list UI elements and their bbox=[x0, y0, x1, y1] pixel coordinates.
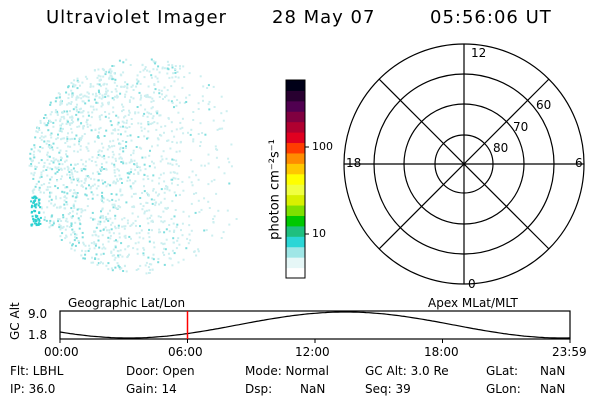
colorbar-segment bbox=[286, 205, 305, 216]
timeline-frame bbox=[59, 310, 571, 340]
dsp-label: Dsp: bbox=[245, 382, 273, 396]
colorbar-segment bbox=[286, 246, 305, 258]
uv-earth-image bbox=[28, 58, 238, 275]
glon-label: GLon: bbox=[486, 382, 521, 396]
colorbar-tick-100: 100 bbox=[312, 140, 333, 153]
gc-alt-axis-title: GC Alt bbox=[8, 302, 22, 340]
dsp-value: NaN bbox=[300, 382, 326, 396]
mlt-label-6: 6 bbox=[575, 156, 583, 170]
glat-label: GLat: bbox=[486, 364, 519, 378]
instrument-title: Ultraviolet Imager bbox=[46, 7, 227, 28]
mlt-label-12: 12 bbox=[471, 46, 487, 60]
mlt-label-18: 18 bbox=[346, 156, 362, 170]
glat-value: NaN bbox=[540, 364, 566, 378]
x-tick-label: 06:00 bbox=[168, 345, 203, 359]
glon-value: NaN bbox=[540, 382, 566, 396]
colorbar-segment bbox=[286, 194, 305, 206]
colorbar-segment bbox=[286, 215, 305, 227]
date-label: 28 May 07 bbox=[272, 7, 376, 28]
polar-grid bbox=[343, 43, 585, 285]
colorbar-frame bbox=[285, 79, 306, 279]
mlat-label-70: 70 bbox=[513, 120, 529, 134]
colorbar-segment bbox=[286, 111, 305, 123]
ip-info: IP: 36.0 bbox=[10, 382, 56, 396]
x-tick-label: 18:00 bbox=[424, 345, 459, 359]
mlat-label-60: 60 bbox=[536, 98, 552, 112]
apex-label: Apex MLat/MLT bbox=[428, 296, 518, 310]
colorbar-segment bbox=[286, 236, 305, 248]
mlat-label-80: 80 bbox=[493, 141, 509, 155]
colorbar-segment bbox=[286, 100, 305, 112]
polar-diagonal-2 bbox=[378, 78, 550, 250]
colorbar-segment bbox=[286, 173, 305, 185]
seq-info: Seq: 39 bbox=[365, 382, 411, 396]
colorbar-segment bbox=[286, 132, 305, 144]
mlt-label-0: 0 bbox=[468, 277, 476, 291]
x-tick-label: 23:59 bbox=[552, 345, 587, 359]
x-tick-label: 12:00 bbox=[295, 345, 330, 359]
colorbar-segment bbox=[286, 163, 305, 175]
colorbar-segment bbox=[286, 225, 305, 237]
flt-info: Flt: LBHL bbox=[10, 364, 64, 378]
x-tick-label: 00:00 bbox=[44, 345, 79, 359]
colorbar-segment bbox=[286, 184, 305, 196]
geographic-label: Geographic Lat/Lon bbox=[68, 296, 186, 310]
colorbar-segment bbox=[286, 90, 305, 102]
altitude-curve bbox=[59, 311, 571, 339]
y-max-label: 9.0 bbox=[28, 307, 48, 321]
time-label: 05:56:06 UT bbox=[430, 7, 552, 28]
colorbar-segment bbox=[286, 257, 305, 269]
colorbar-segment bbox=[286, 142, 305, 154]
colorbar-segment bbox=[286, 80, 305, 91]
colorbar-unit-label: photon cm⁻²s⁻¹ bbox=[267, 139, 283, 240]
mode-info: Mode: Normal bbox=[245, 364, 329, 378]
colorbar-segment bbox=[286, 121, 305, 133]
colorbar-segment bbox=[286, 152, 305, 164]
color-scale-bar bbox=[285, 79, 306, 279]
altitude-timeline bbox=[59, 310, 571, 343]
colorbar-segment bbox=[286, 267, 305, 279]
colorbar-tick-10: 10 bbox=[312, 227, 326, 240]
door-info: Door: Open bbox=[126, 364, 195, 378]
gain-info: Gain: 14 bbox=[126, 382, 177, 396]
gc-alt-info: GC Alt: 3.0 Re bbox=[365, 364, 449, 378]
y-min-label: 1.8 bbox=[28, 328, 48, 342]
